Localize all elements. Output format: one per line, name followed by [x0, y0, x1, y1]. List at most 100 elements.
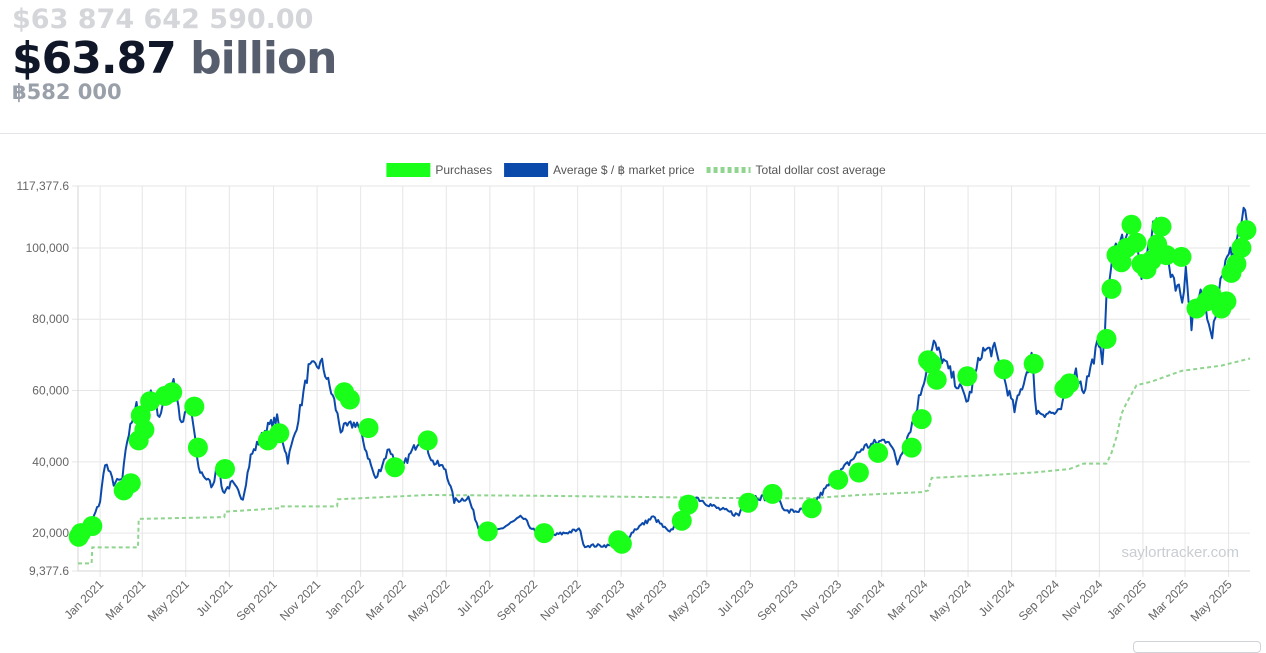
purchase-point[interactable]: [1126, 232, 1147, 253]
purchase-point[interactable]: [215, 459, 235, 479]
x-tick-label: May 2025: [1188, 577, 1235, 624]
purchase-point[interactable]: [534, 523, 555, 544]
x-tick-label: Mar 2021: [103, 577, 149, 623]
usd-short-value: $63.87 billion: [12, 33, 338, 84]
x-tick-label: Jul 2022: [454, 577, 496, 619]
header-divider: [0, 133, 1266, 134]
x-tick-label: Jan 2024: [843, 577, 888, 622]
legend-item[interactable]: Purchases: [386, 163, 492, 177]
y-tick-label: 100,000: [26, 241, 70, 255]
y-tick-label: 117,377.6: [17, 179, 70, 193]
purchase-point[interactable]: [762, 483, 783, 504]
chart-legend[interactable]: Purchases Average $ / ฿ market price Total…: [386, 163, 886, 177]
purchase-point[interactable]: [738, 492, 759, 513]
x-tick-label: Jan 2022: [322, 577, 367, 622]
x-tick-label: May 2021: [145, 577, 192, 624]
usd-full-value: $63 874 642 590.00: [12, 4, 314, 35]
purchase-point[interactable]: [1171, 246, 1192, 267]
y-axis: 9,377.6 20,000 40,000 60,000 80,000 100,000 11…: [17, 179, 70, 578]
legend-label: Purchases: [435, 163, 492, 177]
x-tick-label: Jan 2023: [582, 577, 627, 622]
y-tick-label: 40,000: [32, 455, 69, 469]
purchase-point[interactable]: [1096, 328, 1117, 349]
legend-item[interactable]: Total dollar cost average: [706, 163, 886, 177]
x-tick-label: Sep 2024: [1016, 577, 1062, 623]
x-tick-label: Nov 2022: [538, 577, 584, 623]
purchase-point[interactable]: [1216, 291, 1237, 312]
purchase-point[interactable]: [339, 389, 360, 410]
purchase-point[interactable]: [868, 442, 889, 463]
purchase-point[interactable]: [134, 419, 155, 440]
x-tick-label: Mar 2022: [363, 577, 409, 623]
purchase-point[interactable]: [1231, 237, 1252, 258]
purchase-point[interactable]: [358, 418, 379, 438]
purchase-point[interactable]: [671, 510, 692, 531]
x-tick-label: Sep 2023: [755, 577, 801, 623]
purchase-point[interactable]: [1101, 278, 1122, 299]
purchase-point[interactable]: [1121, 214, 1142, 235]
usd-short-unit: billion: [190, 33, 337, 84]
x-tick-label: May 2023: [666, 577, 713, 624]
purchase-point[interactable]: [1023, 353, 1044, 374]
purchase-point[interactable]: [384, 457, 405, 478]
dca-line: [78, 357, 1251, 565]
purchase-point[interactable]: [678, 494, 699, 515]
x-tick-label: Nov 2023: [798, 577, 844, 623]
x-tick-label: Jan 2021: [61, 577, 106, 622]
price-series: [77, 206, 1251, 549]
purchase-point[interactable]: [911, 409, 932, 430]
legend-item[interactable]: Average $ / ฿ market price: [504, 163, 695, 177]
purchase-point[interactable]: [1151, 216, 1172, 237]
purchase-point[interactable]: [477, 521, 498, 542]
purchase-point[interactable]: [1141, 250, 1162, 271]
purchase-point[interactable]: [1236, 220, 1257, 241]
purchase-point[interactable]: [187, 437, 208, 458]
x-tick-label: Sep 2022: [494, 577, 540, 623]
x-tick-label: Mar 2023: [624, 577, 670, 623]
usd-short-number: $63.87: [12, 33, 177, 84]
x-tick-label: Jul 2021: [193, 577, 235, 619]
price-line: [77, 206, 1251, 549]
x-tick-label: May 2022: [405, 577, 452, 624]
purchase-point[interactable]: [1059, 373, 1080, 394]
x-tick-label: May 2024: [927, 577, 974, 624]
purchase-point[interactable]: [140, 391, 161, 412]
purchase-point[interactable]: [921, 353, 942, 374]
legend-swatch: [386, 163, 431, 177]
x-tick-label: Jul 2024: [976, 577, 1018, 619]
purchase-point[interactable]: [162, 382, 183, 403]
holdings-chart: 9,377.6 20,000 40,000 60,000 80,000 100,000 11…: [17, 163, 1257, 624]
purchase-point[interactable]: [801, 498, 822, 519]
purchase-point[interactable]: [957, 366, 978, 387]
legend-label: Total dollar cost average: [756, 163, 886, 177]
x-tick-label: Jan 2025: [1104, 577, 1149, 622]
x-tick-label: Mar 2025: [1145, 577, 1191, 623]
purchase-point[interactable]: [611, 533, 632, 554]
btc-holdings: ฿582 000: [12, 80, 122, 104]
y-tick-label: 9,377.6: [29, 564, 69, 578]
purchase-point[interactable]: [993, 359, 1014, 380]
x-tick-label: Mar 2024: [885, 577, 931, 623]
purchase-point[interactable]: [184, 396, 205, 417]
portfolio-summary: $63 874 642 590.00 $63.87 billion ฿582 0…: [12, 4, 338, 104]
y-tick-label: 20,000: [32, 526, 69, 540]
purchase-point[interactable]: [1156, 245, 1177, 266]
purchase-point[interactable]: [848, 462, 869, 483]
purchase-point[interactable]: [269, 423, 290, 444]
purchase-point[interactable]: [120, 473, 141, 494]
purchase-point[interactable]: [1226, 254, 1247, 274]
purchases-series: [68, 214, 1257, 554]
purchase-point[interactable]: [926, 369, 947, 390]
x-tick-label: Nov 2021: [277, 577, 323, 623]
x-tick-label: Sep 2021: [233, 577, 279, 623]
range-selector[interactable]: [1133, 641, 1261, 653]
dca-series: [78, 357, 1251, 565]
watermark: saylortracker.com: [1121, 544, 1239, 561]
purchase-point[interactable]: [828, 469, 849, 490]
legend-label: Average $ / ฿ market price: [553, 163, 695, 177]
purchase-point[interactable]: [417, 430, 438, 451]
purchase-point[interactable]: [82, 516, 103, 536]
purchase-point[interactable]: [901, 437, 922, 458]
legend-swatch: [504, 163, 549, 177]
x-tick-label: Nov 2024: [1059, 577, 1105, 623]
